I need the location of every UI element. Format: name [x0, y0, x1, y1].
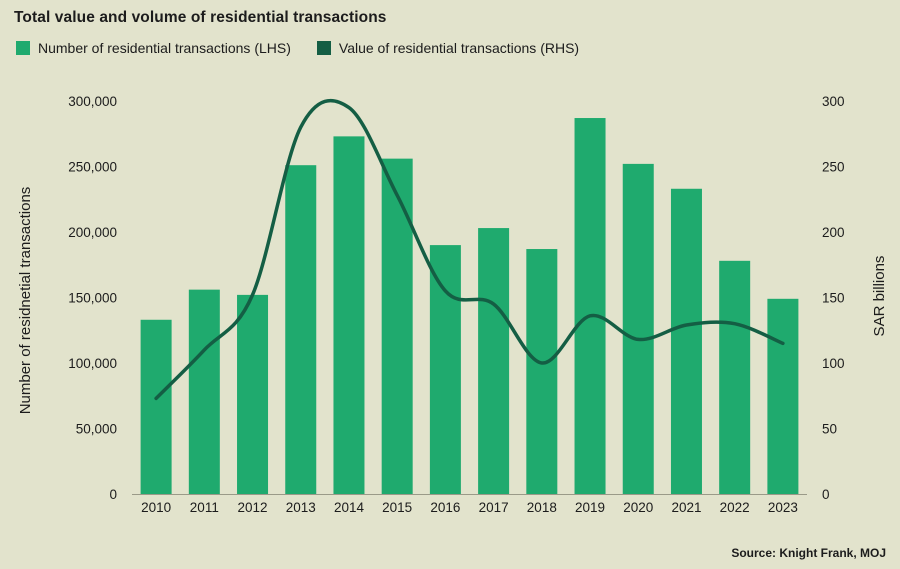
x-tick-label-2012: 2012 — [238, 500, 268, 515]
y-left-tick-label: 100,000 — [68, 356, 117, 371]
y-right-tick-label: 0 — [822, 487, 830, 502]
legend-swatch-bars — [16, 41, 30, 55]
bar-2013 — [285, 165, 317, 494]
y-right-tick-label: 100 — [822, 356, 845, 371]
y-right-tick-label: 150 — [822, 291, 845, 306]
y-left-tick-label: 250,000 — [68, 160, 117, 175]
bar-2015 — [381, 158, 413, 494]
x-tick-label-2022: 2022 — [720, 500, 750, 515]
bar-2012 — [237, 294, 269, 494]
legend-item-value: Value of residential transactions (RHS) — [316, 40, 580, 56]
x-tick-label-2018: 2018 — [527, 500, 557, 515]
series-line-value — [154, 98, 785, 401]
x-tick-label-2010: 2010 — [141, 500, 171, 515]
y-left-tick-label: 200,000 — [68, 225, 117, 240]
bar-2011 — [188, 289, 220, 494]
bar-2019 — [574, 118, 606, 494]
bar-2020 — [622, 163, 654, 494]
x-tick-label-2019: 2019 — [575, 500, 605, 515]
x-tick-label-2021: 2021 — [671, 500, 701, 515]
y-right-tick-label: 50 — [822, 422, 837, 437]
bar-2016 — [429, 245, 461, 494]
y-left-tick-label: 0 — [109, 487, 117, 502]
legend-swatch-line — [316, 41, 331, 55]
bar-2023 — [767, 298, 799, 494]
bar-2018 — [526, 249, 558, 494]
y-right-tick-label: 300 — [822, 94, 845, 109]
y-left-tick-label: 50,000 — [76, 422, 117, 437]
x-tick-label-2016: 2016 — [430, 500, 460, 515]
y-left-tick-label: 300,000 — [68, 94, 117, 109]
x-tick-label-2020: 2020 — [623, 500, 653, 515]
y-left-axis-title: Number of residnetial transactions — [17, 187, 34, 415]
y-right-tick-label: 200 — [822, 225, 845, 240]
bar-2017 — [478, 228, 510, 494]
x-tick-label-2017: 2017 — [479, 500, 509, 515]
bar-2021 — [670, 188, 702, 494]
source-note: Source: Knight Frank, MOJ — [731, 546, 886, 560]
bar-2022 — [719, 260, 751, 494]
y-left-tick-label: 150,000 — [68, 291, 117, 306]
bar-2010 — [140, 319, 172, 494]
bar-2014 — [333, 136, 365, 494]
legend-item-transactions: Number of residential transactions (LHS) — [16, 40, 291, 56]
legend-label-transactions: Number of residential transactions (LHS) — [38, 40, 291, 56]
x-tick-label-2014: 2014 — [334, 500, 365, 515]
y-right-tick-label: 250 — [822, 160, 845, 175]
x-tick-label-2023: 2023 — [768, 500, 798, 515]
legend-label-value: Value of residential transactions (RHS) — [338, 40, 580, 56]
x-tick-label-2013: 2013 — [286, 500, 316, 515]
y-right-axis-title: SAR billions — [871, 256, 888, 337]
legend: Number of residential transactions (LHS)… — [16, 40, 605, 56]
x-tick-label-2011: 2011 — [190, 500, 219, 515]
x-tick-label-2015: 2015 — [382, 500, 412, 515]
chart-title: Total value and volume of residential tr… — [14, 9, 387, 26]
